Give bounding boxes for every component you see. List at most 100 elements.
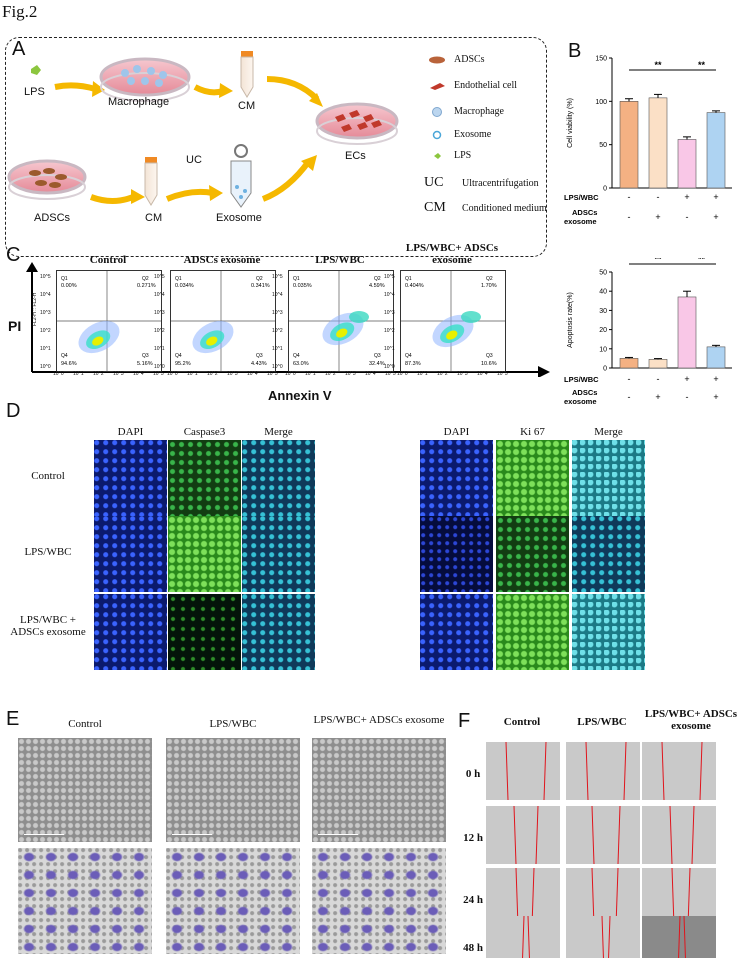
scratch-lines-svg (669, 806, 695, 864)
arrow-icon (193, 84, 224, 96)
x-log-tick-label: 10^3 (457, 371, 468, 377)
y-log-tick-label: 10^0 (384, 364, 395, 370)
tube-formation-image (18, 738, 152, 842)
scratch-edge-line (669, 806, 673, 864)
y-tick-label: 50 (599, 270, 607, 277)
flow-plot: Q1 Q2 Q4 Q3 0.404% 1.70% 87.3% 10.6% (400, 270, 506, 372)
ki67-column-title: Ki 67 (520, 426, 545, 438)
flow-plot-svg: Q1 Q2 Q4 Q3 0.035% 4.59% 63.0% 32.4% (289, 271, 393, 371)
significance-label: ** (654, 258, 662, 264)
y-log-tick-label: 10^5 (272, 274, 283, 280)
x-log-tick-label: 10^3 (345, 371, 356, 377)
x-log-tick-label: 10^4 (477, 371, 488, 377)
adscs-icon (426, 56, 448, 64)
condition-name-part: exosome (564, 217, 597, 226)
quadrant-name: Q2 (374, 276, 381, 282)
quadrant-name: Q1 (61, 276, 68, 282)
ki67-column-title: Merge (594, 426, 623, 438)
quadrant-name: Q2 (256, 276, 263, 282)
x-log-tick-label: 10^1 (417, 371, 428, 377)
density-core (336, 328, 348, 338)
x-log-tick-label: 10^5 (385, 371, 396, 377)
scratch-lines-svg (601, 916, 611, 958)
caspase-column-title: DAPI (117, 426, 144, 438)
quadrant-value: 10.6% (481, 361, 497, 367)
cm-tube-icon (144, 157, 158, 206)
flow-x-label: Annexin V (268, 388, 332, 403)
y-log-tick-label: 10^5 (154, 274, 165, 280)
scratch-edge-line (678, 916, 681, 958)
y-axis-label: Cell viability (%) (567, 98, 574, 148)
condition-sign: - (628, 374, 631, 384)
panel-label-a: A (12, 38, 26, 60)
scale-bar (24, 834, 64, 835)
ki67-column-title: DAPI (443, 426, 470, 438)
quadrant-value: 4.43% (251, 361, 267, 367)
x-log-tick-label: 10^1 (305, 371, 316, 377)
x-log-tick-label: 10^2 (93, 371, 104, 377)
caspase-micrograph (242, 594, 315, 670)
scratch-lines-svg (585, 742, 627, 800)
endothelial-cell-icon (426, 82, 448, 90)
condition-sign: + (713, 212, 718, 222)
y-tick-label: 50 (599, 142, 607, 149)
condition-sign: + (684, 192, 689, 202)
y-log-tick-label: 10^1 (384, 346, 395, 352)
quadrant-value: 95.2% (175, 361, 191, 367)
macrophage-icon (426, 106, 448, 117)
arrow-icon (89, 194, 135, 204)
quadrant-name: Q4 (293, 353, 300, 359)
bar (619, 101, 639, 189)
ki67-micrograph (496, 594, 569, 670)
quadrant-name: Q1 (175, 276, 182, 282)
bar (677, 139, 697, 189)
ki67-micrograph (572, 594, 645, 670)
scratch-edge-line (699, 742, 703, 800)
quadrant-value: 0.00% (61, 283, 77, 289)
quadrant-name: Q3 (256, 353, 263, 359)
annexin-axis-arrow-icon (538, 366, 550, 377)
arrow-icon (54, 82, 96, 92)
condition-name: ADSCs exosome (564, 388, 597, 406)
x-log-tick-label: 10^0 (53, 371, 64, 377)
arrow-icon (165, 188, 214, 202)
condition-sign: - (686, 392, 689, 402)
x-log-tick-label: 10^4 (133, 371, 144, 377)
condition-name-part: exosome (564, 397, 597, 406)
density-cloud (461, 311, 481, 323)
tube-formation-image (166, 738, 300, 842)
caspase-column-title: Merge (264, 426, 293, 438)
y-log-tick-label: 10^2 (40, 328, 51, 334)
scratch-row-label: 48 h (463, 942, 483, 954)
flow-plot-svg: Q1 Q2 Q4 Q3 0.00% 0.271% 94.6% 5.16% (57, 271, 161, 371)
condition-sign: - (657, 192, 660, 202)
arrow-icon (266, 76, 320, 102)
condition-sign: - (657, 374, 660, 384)
scratch-lines-svg (661, 742, 703, 800)
x-log-tick-label: 10^0 (397, 371, 408, 377)
cm-tube-icon (240, 51, 254, 98)
density-cloud (349, 311, 369, 323)
quadrant-value: 4.59% (369, 283, 385, 289)
condition-sign: - (686, 212, 689, 222)
x-log-tick-label: 10^2 (207, 371, 218, 377)
scratch-edge-line (683, 916, 686, 958)
condition-name: LPS/WBC (564, 375, 599, 384)
scratch-assay-image (642, 742, 716, 800)
cm-top-label: CM (238, 100, 256, 112)
pi-axis-arrow-icon (26, 262, 38, 272)
scratch-edge-line (543, 742, 547, 800)
quadrant-name: Q4 (405, 353, 412, 359)
y-log-tick-label: 10^2 (272, 328, 283, 334)
y-log-tick-label: 10^4 (40, 292, 51, 298)
condition-sign: + (655, 212, 660, 222)
scratch-column-title: Control (503, 716, 541, 728)
lps-icon (31, 65, 41, 75)
x-log-tick-label: 10^2 (437, 371, 448, 377)
legend-item: Macrophage (426, 106, 504, 117)
y-log-tick-label: 10^3 (154, 310, 165, 316)
significance-label: ** (698, 258, 706, 264)
scratch-edge-line (601, 916, 604, 958)
y-tick-label: 40 (599, 289, 607, 296)
quadrant-value: 32.4% (369, 361, 385, 367)
